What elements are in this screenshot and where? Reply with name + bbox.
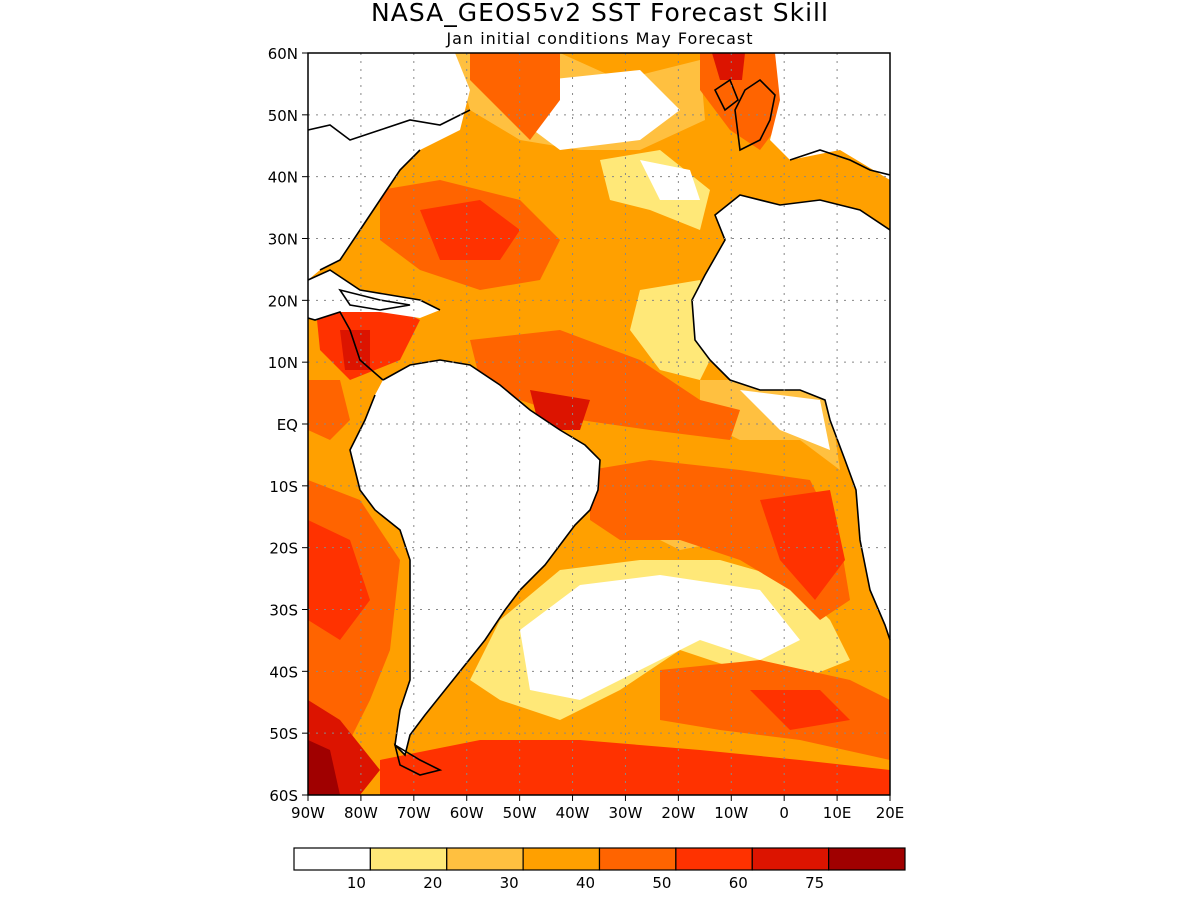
map-subtitle: Jan initial conditions May Forecast — [446, 29, 754, 48]
lon-label: 90W — [291, 804, 325, 822]
lat-label: 60N — [268, 45, 298, 63]
lat-label: 40S — [269, 663, 298, 681]
colorbar-swatch — [598, 847, 677, 871]
lat-label: 40N — [268, 169, 298, 187]
skill-shading — [308, 53, 890, 795]
colorbar-swatch — [369, 847, 448, 871]
lat-label: 50N — [268, 107, 298, 125]
lon-label: 20W — [661, 804, 695, 822]
longitude-labels: 90W 80W 70W 60W 50W 40W 30W 20W 10W 0 10E 20E — [291, 795, 904, 822]
lon-label: 70W — [397, 804, 431, 822]
lon-label: 50W — [503, 804, 537, 822]
colorbar-label: 60 — [729, 874, 748, 892]
lon-label: 60W — [450, 804, 484, 822]
colorbar-swatch — [828, 847, 906, 871]
lon-label: 10W — [714, 804, 748, 822]
colorbar-swatch — [293, 847, 371, 871]
lon-label: 0 — [779, 804, 789, 822]
graticule — [308, 53, 890, 795]
colorbar-label: 20 — [423, 874, 442, 892]
colorbar: 10 20 30 40 50 60 75 — [293, 847, 906, 892]
colorbar-label: 30 — [500, 874, 519, 892]
map-title: NASA_GEOS5v2 SST Forecast Skill — [371, 0, 829, 27]
colorbar-label: 50 — [652, 874, 671, 892]
colorbar-swatch — [675, 847, 753, 871]
lon-label: 10E — [823, 804, 852, 822]
lat-label: 10S — [269, 478, 298, 496]
colorbar-swatch — [446, 847, 524, 871]
lon-label: 30W — [608, 804, 642, 822]
lat-label: 50S — [269, 725, 298, 743]
lat-label: 30N — [268, 231, 298, 249]
coastlines — [307, 78, 891, 776]
lat-label: EQ — [277, 416, 298, 434]
colorbar-swatch — [751, 847, 830, 871]
colorbar-swatch — [522, 847, 601, 871]
lat-label: 20S — [269, 540, 298, 558]
colorbar-label: 10 — [347, 874, 366, 892]
lon-label: 40W — [556, 804, 590, 822]
lat-label: 20N — [268, 292, 298, 310]
lon-label: 80W — [344, 804, 378, 822]
lat-label: 30S — [269, 602, 298, 620]
colorbar-label: 75 — [805, 874, 824, 892]
lat-label: 10N — [268, 354, 298, 372]
lon-label: 20E — [876, 804, 905, 822]
colorbar-label: 40 — [576, 874, 595, 892]
lat-label: 60S — [269, 787, 298, 805]
latitude-labels: 60N 50N 40N 30N 20N 10N EQ 10S 20S 30S 40S 50S 60S — [268, 45, 308, 805]
